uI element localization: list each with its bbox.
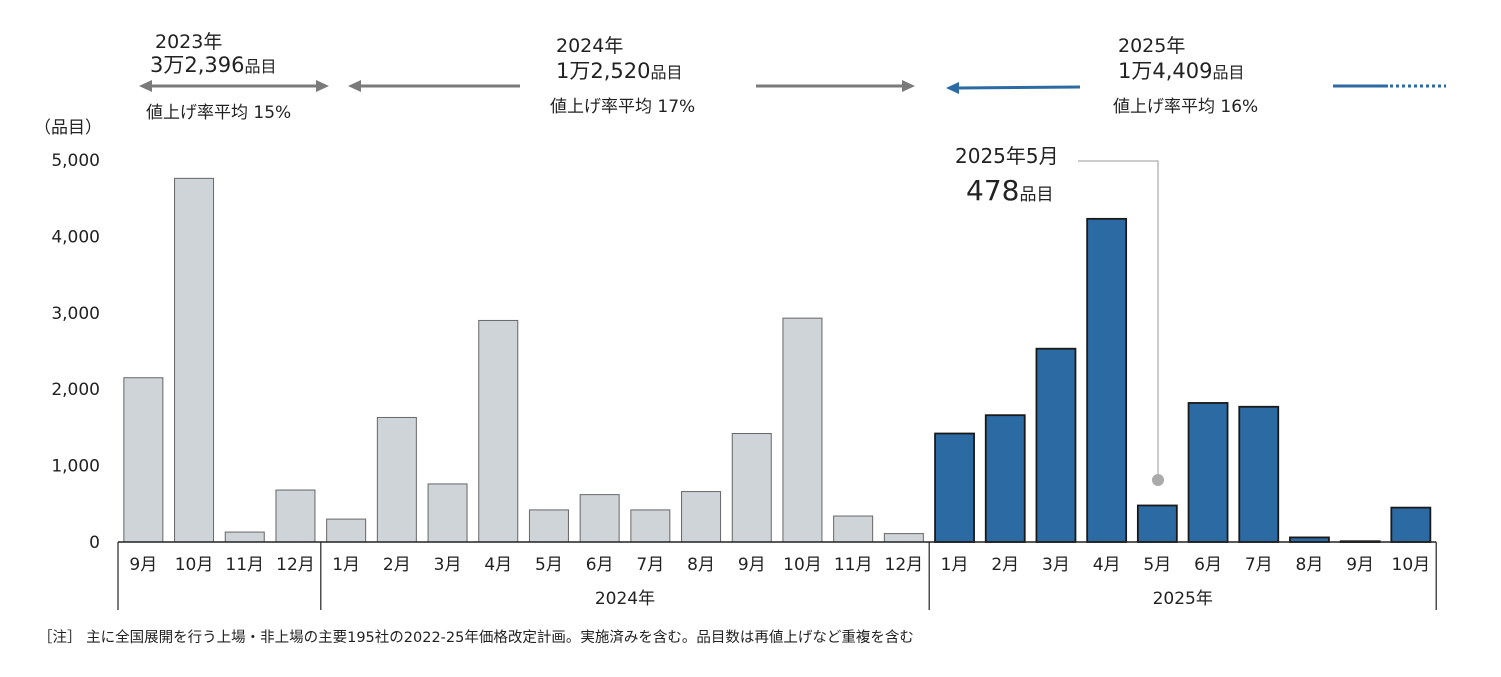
x-tick-label: 2月 [383, 555, 411, 575]
y-axis-ticks: 0 1,000 2,000 3,000 4,000 5,000 [51, 151, 100, 553]
arrowhead-left-icon [139, 80, 152, 92]
period-arrow-2025-left [957, 85, 1081, 90]
period-2025-count: 1万4,409品目 [1118, 59, 1245, 83]
x-tick-label: 9月 [129, 555, 157, 575]
bar [478, 319, 519, 543]
bar [782, 317, 823, 543]
period-2025-count-value: 1万4,409 [1118, 59, 1212, 83]
period-2024-year: 2024年 [556, 35, 623, 57]
y-tick-label: 0 [89, 533, 100, 553]
x-tick-label: 9月 [738, 555, 766, 575]
bar [123, 377, 164, 543]
bar [630, 509, 671, 543]
x-tick-label: 12月 [885, 555, 924, 575]
period-2023-rate: 値上げ率平均 15% [146, 103, 291, 123]
x-tick-label: 11月 [225, 555, 264, 575]
x-tick-label: 6月 [1194, 555, 1222, 575]
x-tick-label: 1月 [941, 555, 969, 575]
callout-dot [1152, 474, 1164, 486]
bar [528, 509, 569, 543]
period-2023-count-unit: 品目 [244, 57, 276, 76]
x-tick-label: 12月 [276, 555, 315, 575]
bar [579, 494, 620, 543]
bar [833, 515, 874, 543]
callout-may-2025: 2025年5月 478品目 [955, 144, 1164, 486]
period-2023-count: 3万2,396品目 [150, 53, 277, 77]
period-2024-count: 1万2,520品目 [556, 59, 683, 83]
bar [883, 533, 924, 543]
bar [1035, 347, 1077, 543]
period-2025-year: 2025年 [1118, 35, 1185, 57]
bar [275, 489, 316, 543]
x-tick-label: 6月 [586, 555, 614, 575]
x-tick-label: 4月 [484, 555, 512, 575]
arrowhead-left-icon [946, 82, 959, 94]
x-tick-label: 7月 [636, 555, 664, 575]
x-tick-label: 11月 [834, 555, 873, 575]
x-tick-label: 4月 [1093, 555, 1121, 575]
bar [984, 414, 1026, 543]
bar [174, 177, 215, 543]
period-2023-year: 2023年 [155, 31, 222, 53]
bar [224, 531, 265, 543]
x-tick-label: 5月 [535, 555, 563, 575]
callout-value-number: 478 [966, 174, 1019, 207]
year-group-label: 2024年 [595, 589, 655, 609]
arrowhead-right-icon [316, 80, 329, 92]
period-2025-count-unit: 品目 [1212, 63, 1244, 82]
x-tick-label: 10月 [175, 555, 214, 575]
bar [1187, 402, 1229, 543]
bar [376, 416, 417, 543]
y-tick-label: 3,000 [51, 304, 100, 324]
x-tick-label: 8月 [687, 555, 715, 575]
bars [123, 177, 1432, 543]
y-tick-label: 4,000 [51, 227, 100, 247]
year-group-label: 2025年 [1153, 589, 1213, 609]
arrowhead-left-icon [348, 80, 361, 92]
x-tick-label: 3月 [434, 555, 462, 575]
arrowhead-right-icon [902, 80, 915, 92]
x-tick-label: 9月 [1346, 555, 1374, 575]
period-2024-count-unit: 品目 [650, 63, 682, 82]
bar [731, 433, 772, 543]
x-tick-label: 10月 [783, 555, 822, 575]
x-tick-label: 2月 [991, 555, 1019, 575]
y-tick-label: 5,000 [51, 151, 100, 171]
bar [427, 483, 468, 543]
callout-leader-line [1078, 160, 1159, 478]
x-tick-label: 7月 [1245, 555, 1273, 575]
x-tick-label: 1月 [332, 555, 360, 575]
x-tick-label: 10月 [1392, 555, 1431, 575]
x-tick-label: 3月 [1042, 555, 1070, 575]
x-axis: 9月 10月 11月 12月 1月 2月 3月 4月 5月 6月 7月 8月 9月 10月 11月 12月 1月… [117, 541, 1437, 610]
bar [326, 518, 367, 543]
bar [1136, 504, 1178, 543]
footnote: ［注］ 主に全国展開を行う上場・非上場の主要195社の2022-25年価格改定計… [38, 630, 914, 646]
callout-label: 2025年5月 [955, 144, 1059, 168]
period-2025-rate: 値上げ率平均 16% [1113, 97, 1258, 117]
period-2024-count-value: 1万2,520 [556, 59, 650, 83]
bar [934, 432, 975, 543]
period-2023-count-value: 3万2,396 [150, 53, 244, 77]
bar [1390, 506, 1432, 543]
y-tick-label: 2,000 [51, 380, 100, 400]
x-tick-label: 8月 [1296, 555, 1324, 575]
period-arrows [139, 80, 1446, 94]
bar [1238, 405, 1280, 543]
x-tick-label: 5月 [1143, 555, 1171, 575]
callout-value: 478品目 [966, 174, 1053, 207]
period-2024-rate: 値上げ率平均 17% [550, 97, 695, 117]
callout-value-unit: 品目 [1019, 185, 1053, 205]
bar [681, 491, 722, 543]
period-annotations: 2023年 3万2,396品目 値上げ率平均 15% 2024年 1万2,520… [146, 31, 1258, 123]
bar [1086, 217, 1128, 543]
y-axis-unit-label: （品目） [34, 118, 102, 138]
y-tick-label: 1,000 [51, 457, 100, 477]
